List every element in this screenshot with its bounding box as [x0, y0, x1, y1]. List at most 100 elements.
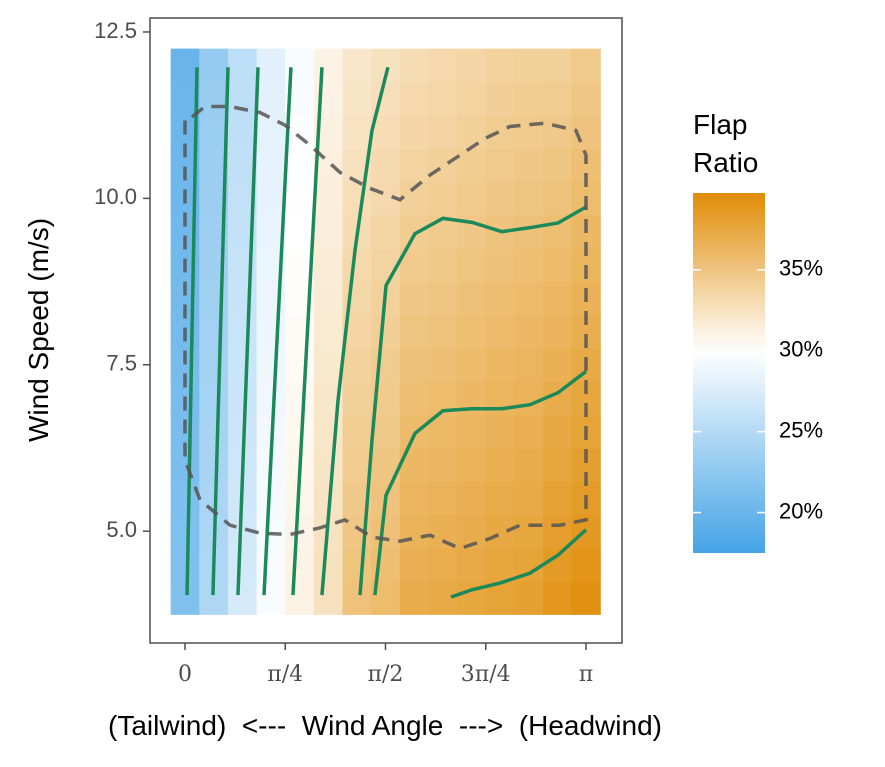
heat-tile [227, 48, 258, 83]
heat-tile [227, 348, 258, 382]
heat-tile [457, 181, 487, 216]
contour-line [450, 528, 588, 599]
heat-tile [428, 348, 458, 382]
heat-tile [457, 248, 487, 283]
heat-tile [485, 547, 515, 582]
heat-tile [342, 248, 372, 283]
heat-tile [285, 348, 315, 382]
heat-tile [256, 581, 286, 615]
heat-tile [485, 348, 515, 382]
heat-tile [170, 581, 200, 615]
heat-tile [543, 215, 573, 249]
heat-tile [457, 314, 487, 349]
x-tick-label: π/2 [368, 662, 404, 687]
heat-tile [514, 148, 544, 183]
heat-tile [428, 148, 458, 183]
heat-tile [514, 215, 544, 249]
heat-tile [256, 381, 286, 416]
heat-tile [371, 314, 401, 349]
heat-tile [428, 481, 458, 516]
heat-tile [256, 514, 286, 549]
heat-tile [514, 248, 544, 283]
heat-tile [428, 115, 458, 149]
colorbar-tick-label: 35% [779, 256, 823, 281]
heat-tile [543, 148, 573, 183]
heat-tile [485, 181, 515, 216]
heat-tile [428, 181, 458, 216]
heat-tile [428, 248, 458, 283]
heat-tile [514, 181, 544, 216]
heat-tile [199, 314, 229, 349]
heat-tile [485, 414, 515, 449]
heat-tile [285, 148, 315, 183]
heat-tile [256, 314, 286, 349]
heat-tile [313, 547, 344, 582]
heat-tile [227, 314, 258, 349]
heat-tile [428, 281, 458, 316]
heat-tile [543, 348, 573, 382]
heat-tile [399, 314, 429, 349]
contour-line [236, 67, 260, 596]
heat-tile [199, 48, 229, 83]
heat-tile [457, 414, 487, 449]
colorbar [693, 193, 765, 553]
heat-tile [514, 314, 544, 349]
heat-tile [285, 215, 315, 249]
heat-tile [256, 115, 286, 149]
heat-tile [199, 281, 229, 316]
heat-tile [457, 281, 487, 316]
heat-tile [514, 581, 544, 615]
heat-tile [227, 381, 258, 416]
heat-tile [543, 181, 573, 216]
heat-tile [170, 48, 200, 83]
contour-line [373, 370, 588, 596]
heat-tile [514, 447, 544, 482]
heat-tile [457, 447, 487, 482]
heat-tile [543, 547, 573, 582]
heat-tile [199, 381, 229, 416]
heat-tile [543, 115, 573, 149]
heat-tile [428, 447, 458, 482]
heat-tile [313, 215, 344, 249]
heat-tile [313, 447, 344, 482]
legend-title: Flap Ratio [693, 109, 759, 178]
contour-line [262, 67, 293, 596]
heat-tile [313, 581, 344, 615]
heat-tile [571, 81, 601, 116]
heat-tile [256, 181, 286, 216]
x-axis-title: (Tailwind) <--- Wind Angle ---> (Headwin… [108, 710, 662, 741]
heat-tile [514, 281, 544, 316]
heat-tile [485, 81, 515, 116]
heat-tile [342, 581, 372, 615]
heat-tile [485, 514, 515, 549]
contour-line [185, 67, 199, 596]
heat-tile [285, 581, 315, 615]
heat-tile [399, 48, 429, 83]
heat-tile [399, 481, 429, 516]
heat-tile [313, 414, 344, 449]
heat-tile [543, 447, 573, 482]
heat-tile [457, 81, 487, 116]
heat-tile [285, 115, 315, 149]
heat-tile [514, 81, 544, 116]
heat-tile [457, 348, 487, 382]
heat-tile [170, 481, 200, 516]
heat-tile [428, 314, 458, 349]
heat-tile [313, 248, 344, 283]
heat-tile [313, 48, 344, 83]
heat-tile [457, 481, 487, 516]
heat-tile [457, 514, 487, 549]
heat-tile [313, 281, 344, 316]
heat-tile [342, 414, 372, 449]
heat-tile [227, 115, 258, 149]
heat-tile [543, 81, 573, 116]
x-tick-label: 0 [178, 662, 192, 687]
heat-tile [543, 481, 573, 516]
heat-tile [371, 514, 401, 549]
heat-tile [342, 81, 372, 116]
heat-tile [313, 181, 344, 216]
heat-tile [543, 281, 573, 316]
heat-tile [371, 148, 401, 183]
heat-tile [399, 281, 429, 316]
